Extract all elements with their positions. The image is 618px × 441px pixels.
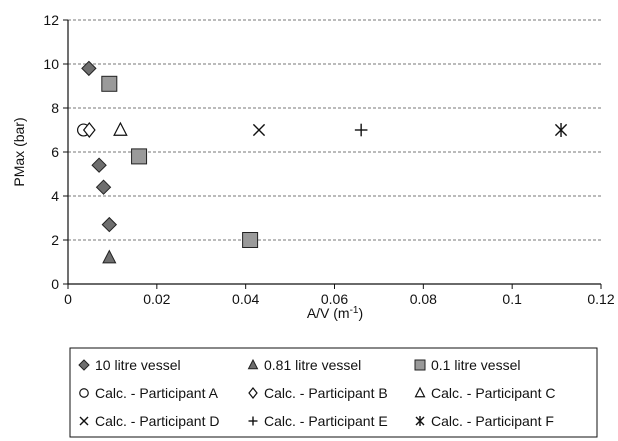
legend-marker-x [79, 416, 89, 426]
data-point-square-filled [242, 232, 259, 248]
legend: 10 litre vessel 0.81 litre vessel 0.1 litr… [69, 347, 598, 438]
data-point-diamond-filled [101, 216, 118, 233]
x-tick-label: 0.02 [143, 291, 170, 307]
y-tick-label: 6 [51, 144, 59, 160]
axes [63, 19, 602, 289]
legend-marker-circle-open [79, 388, 89, 398]
data-point-square-filled [131, 148, 148, 165]
legend-marker-diamond-filled [78, 359, 90, 371]
data-point-triangle-open [113, 121, 128, 136]
legend-label: Calc. - Participant F [431, 413, 554, 429]
legend-label: 10 litre vessel [95, 357, 181, 373]
x-tick-label: 0.06 [321, 291, 348, 307]
legend-marker-diamond-open [248, 387, 258, 399]
x-axis-title-main: A/V (m [307, 305, 350, 321]
y-tick-label: 8 [51, 100, 59, 116]
x-axis-title-close: ) [359, 305, 364, 321]
y-tick-label: 2 [51, 232, 59, 248]
x-tick-label: 0.04 [232, 291, 259, 307]
legend-marker-square-filled [414, 359, 426, 371]
legend-label: 0.1 litre vessel [431, 357, 520, 373]
legend-marker-plus [248, 416, 258, 426]
tick-labels: 0 2 4 6 8 10 12 0 0.02 0.04 0.06 0.08 0.1 0.12 [43, 12, 614, 307]
legend-marker-triangle-filled [247, 358, 259, 370]
x-tick-label: 0.12 [587, 291, 614, 307]
y-tick-label: 4 [51, 188, 59, 204]
data-point-plus [354, 123, 368, 137]
legend-label: 0.81 litre vessel [264, 357, 361, 373]
data-point-triangle-filled [102, 249, 117, 264]
legend-label: Calc. - Participant D [95, 413, 219, 429]
x-axis-title: A/V (m-1) [307, 305, 363, 321]
legend-label: Calc. - Participant E [264, 413, 388, 429]
data-point-diamond-open [82, 122, 96, 138]
y-axis-title: PMax (bar) [11, 117, 27, 186]
data-points [76, 60, 568, 264]
legend-box [69, 347, 598, 438]
y-tick-label: 10 [43, 56, 59, 72]
data-point-square-filled [101, 75, 118, 92]
data-point-asterisk [554, 123, 568, 137]
x-axis-title-superscript: -1 [350, 305, 359, 316]
grid-lines [68, 19, 601, 241]
legend-label: Calc. - Participant A [95, 385, 219, 401]
legend-marker-asterisk [415, 416, 425, 426]
x-tick-label: 0.1 [502, 291, 522, 307]
x-tick-label: 0 [64, 291, 72, 307]
data-point-x [252, 123, 266, 137]
x-tick-label: 0.08 [410, 291, 437, 307]
data-point-diamond-filled [91, 157, 107, 173]
legend-label: Calc. - Participant B [264, 385, 388, 401]
legend-marker-triangle-open [414, 386, 426, 398]
y-tick-label: 0 [51, 276, 59, 292]
data-point-diamond-filled [95, 179, 112, 195]
data-point-diamond-filled [81, 60, 97, 77]
y-tick-label: 12 [43, 12, 59, 28]
legend-label: Calc. - Participant C [431, 385, 555, 401]
